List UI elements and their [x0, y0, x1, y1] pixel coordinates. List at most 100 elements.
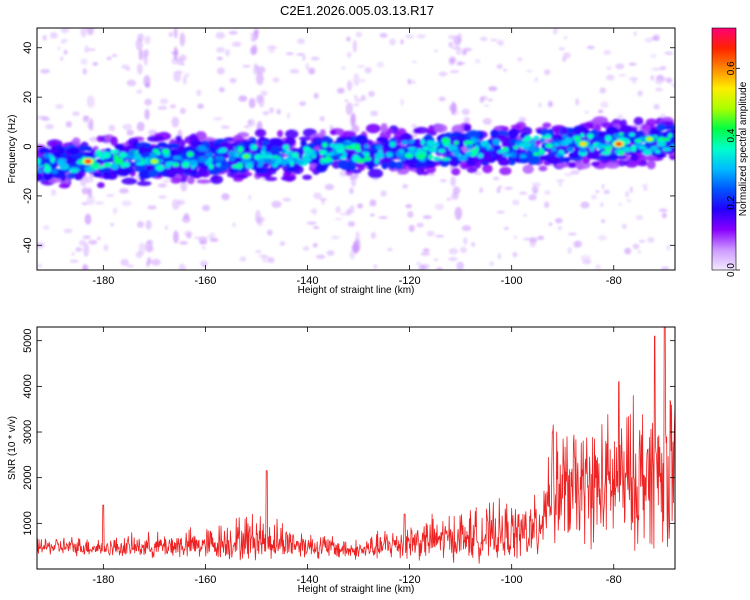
heatmap-cell [103, 162, 112, 168]
heatmap-cell [149, 168, 159, 176]
heatmap-cell [92, 61, 99, 66]
heatmap-cell [335, 206, 341, 214]
heatmap-cell [454, 206, 463, 221]
heatmap-cell [666, 244, 671, 251]
heatmap-cell [434, 203, 445, 211]
heatmap-cell [521, 142, 532, 148]
heatmap-cell [474, 163, 481, 169]
heatmap-cell [237, 146, 244, 153]
heatmap-cell [299, 101, 307, 107]
heatmap-cell [37, 169, 44, 173]
heatmap-cell [120, 258, 129, 266]
x-tick-label: -180 [92, 275, 114, 287]
heatmap-cell [529, 239, 537, 248]
heatmap-cell [339, 212, 349, 216]
heatmap-cell [422, 215, 432, 220]
heatmap-cell [629, 186, 633, 193]
heatmap-cell [80, 28, 88, 38]
heatmap-cell [261, 176, 267, 181]
x-tick-label: -80 [606, 275, 622, 287]
heatmap-cell [171, 116, 180, 128]
heatmap-cell [258, 154, 267, 159]
heatmap-cell [264, 154, 275, 159]
heatmap-cell [379, 32, 388, 38]
heatmap-cell [654, 149, 661, 154]
heatmap-cell [374, 157, 379, 165]
heatmap-cell [416, 222, 424, 228]
heatmap-cell [43, 153, 49, 159]
heatmap-cell [350, 114, 355, 127]
heatmap-cell [664, 51, 674, 55]
heatmap-cell [453, 35, 461, 46]
heatmap-cell [168, 31, 173, 38]
x-tick-label: -160 [194, 275, 216, 287]
heatmap-cell [47, 148, 59, 153]
heatmap-cell [473, 171, 482, 176]
x-tick-label: -160 [194, 574, 216, 586]
spectrogram-frame [36, 27, 676, 271]
heatmap-cell [257, 158, 265, 165]
snr-x-label: Height of straight line (km) [298, 584, 415, 595]
heatmap-cell [359, 79, 366, 83]
heatmap-cell [408, 224, 415, 233]
heatmap-cell [233, 146, 239, 151]
heatmap-cell [433, 123, 448, 133]
heatmap-cell [315, 163, 328, 173]
heatmap-cell [240, 160, 251, 164]
heatmap-cell [653, 103, 660, 110]
y-tick-label: 5000 [22, 328, 34, 352]
heatmap-cell [489, 146, 494, 151]
heatmap-cell [270, 145, 281, 155]
heatmap-cell [183, 72, 190, 78]
heatmap-cell [82, 264, 89, 270]
heatmap-cell [378, 216, 388, 220]
heatmap-cell [51, 189, 57, 196]
heatmap-cell [78, 240, 87, 246]
heatmap-cell [350, 169, 362, 174]
heatmap-cell [126, 79, 137, 87]
heatmap-cell [532, 152, 540, 156]
heatmap-cell [364, 67, 372, 74]
snr-panel: -180 -160 -140 -120 -100 -80 1000 2000 3000 4000… [7, 326, 676, 595]
heatmap-cell [187, 176, 195, 185]
snr-y-ticks: 1000 2000 3000 4000 5000 [22, 328, 675, 536]
heatmap-cell [110, 136, 118, 146]
heatmap-cell [280, 175, 296, 181]
heatmap-cell [372, 177, 379, 181]
colorbar: 0.0 0.2 0.4 0.6 Normalized spectral amplitu… [711, 27, 749, 277]
heatmap-cell [623, 132, 631, 138]
heatmap-cell [354, 98, 363, 103]
y-tick-label: 0 [22, 143, 34, 149]
heatmap-cell [446, 197, 452, 201]
heatmap-cell [564, 137, 573, 144]
heatmap-cell [313, 225, 320, 230]
heatmap-cell [426, 230, 435, 237]
heatmap-cell [539, 137, 546, 143]
heatmap-cell [440, 157, 451, 161]
figure-title: C2E1.2026.005.03.13.R17 [280, 3, 434, 18]
heatmap-cell [618, 202, 622, 206]
heatmap-cell [399, 157, 406, 161]
heatmap-cell [453, 140, 459, 145]
colorbar-tick-label: 0.6 [726, 61, 737, 75]
heatmap-cell [563, 156, 571, 163]
heatmap-cell [428, 125, 435, 134]
colorbar-gradient [711, 27, 737, 271]
heatmap-cell [336, 136, 347, 142]
heatmap-cell [450, 176, 457, 187]
heatmap-cell [173, 70, 182, 83]
heatmap-cell [346, 80, 353, 91]
heatmap-cell [650, 54, 657, 58]
heatmap-cell [522, 164, 534, 174]
heatmap-cell [519, 154, 527, 159]
heatmap-cell [170, 177, 182, 184]
heatmap-cell [303, 155, 312, 163]
heatmap-cell [199, 240, 208, 245]
heatmap-cell [242, 64, 251, 68]
heatmap-cell [161, 148, 170, 154]
heatmap-cell [257, 164, 263, 168]
heatmap-cell [194, 151, 207, 158]
heatmap-cell [68, 168, 79, 173]
heatmap-cell [369, 143, 379, 153]
heatmap-cell [441, 137, 451, 145]
